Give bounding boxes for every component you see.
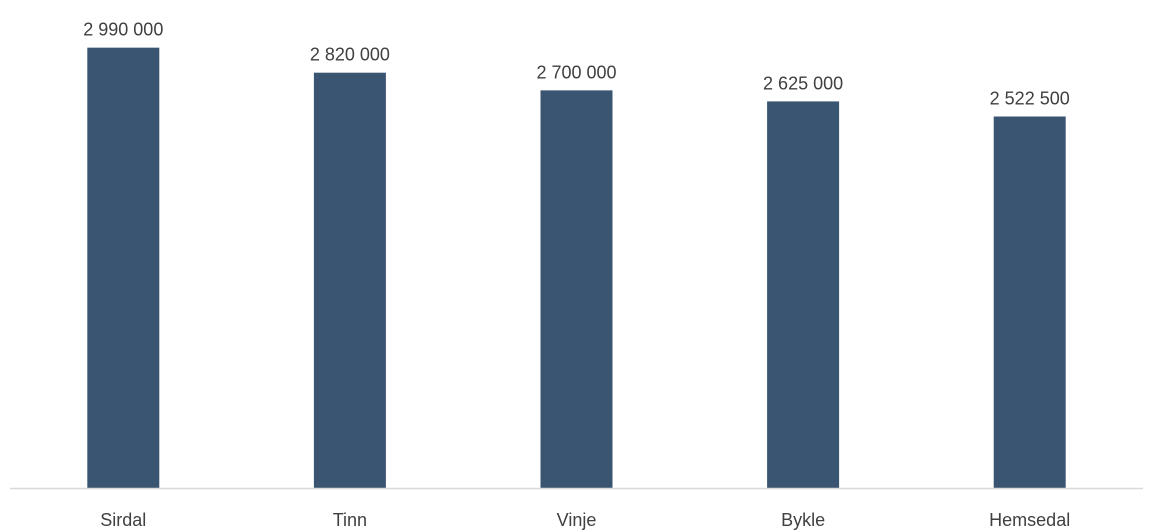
value-label-tinn: 2 820 000	[310, 45, 390, 65]
bar-hemsedal	[993, 116, 1066, 488]
value-label-hemsedal: 2 522 500	[990, 89, 1070, 109]
bar-sirdal	[87, 47, 160, 489]
bar-bykle	[767, 101, 840, 488]
x-tick-label-vinje: Vinje	[557, 510, 597, 530]
value-label-vinje: 2 700 000	[536, 62, 616, 82]
x-tick-label-tinn: Tinn	[333, 510, 367, 530]
bars-group	[87, 47, 1066, 489]
category-labels-group: Sirdal Tinn Vinje Bykle Hemsedal	[100, 510, 1070, 530]
x-tick-label-bykle: Bykle	[781, 510, 825, 530]
x-tick-label-hemsedal: Hemsedal	[989, 510, 1070, 530]
value-labels-group: 2 990 000 2 820 000 2 700 000 2 625 000 2 52…	[83, 20, 1069, 109]
value-label-sirdal: 2 990 000	[83, 20, 163, 40]
bar-vinje	[540, 90, 613, 488]
value-label-bykle: 2 625 000	[763, 73, 843, 93]
bar-tinn	[313, 72, 386, 488]
x-tick-label-sirdal: Sirdal	[100, 510, 146, 530]
